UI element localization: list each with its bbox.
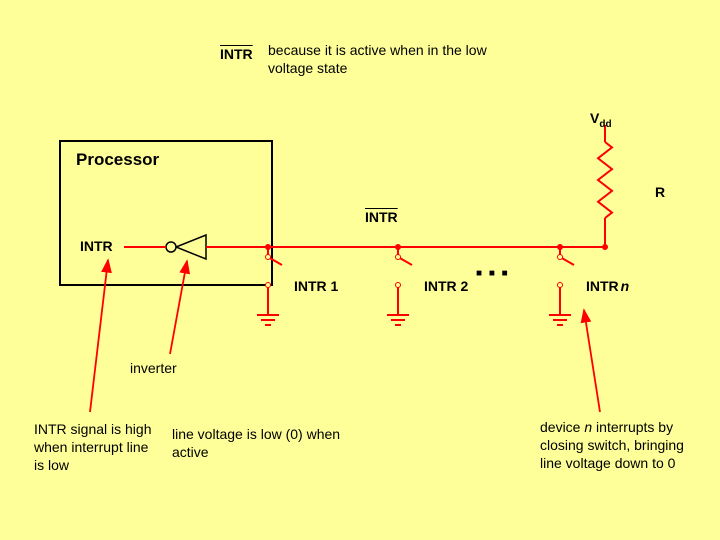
intr-bar-bus: INTR [365, 209, 398, 225]
top-description: because it is active when in the low vol… [268, 42, 488, 77]
switch-label-2: INTR 2 [424, 278, 468, 294]
intr-label: INTR [80, 238, 113, 254]
annotation-mid: line voltage is low (0) when active [172, 425, 342, 461]
annotation-right: device n interrupts by closing switch, b… [540, 418, 705, 473]
switch-label-1: INTR 1 [294, 278, 338, 294]
switch-label-n: INTRn [586, 278, 629, 294]
r-label: R [655, 184, 665, 200]
inverter-label: inverter [130, 360, 177, 376]
ellipsis: ■ ■ ■ [476, 268, 510, 279]
top-intr-bar: INTR [220, 46, 253, 62]
annotation-left: INTR signal is high when interrupt line … [34, 420, 154, 475]
vdd-label: Vdd [590, 110, 612, 130]
processor-label: Processor [76, 150, 159, 170]
